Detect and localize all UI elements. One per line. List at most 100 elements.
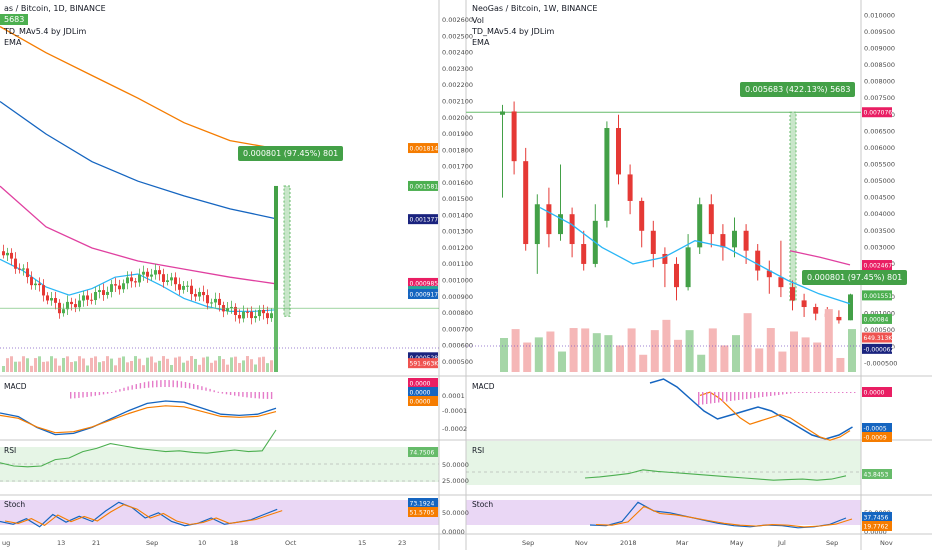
- left-candle: [150, 274, 153, 277]
- left-volume-bar: [250, 359, 253, 372]
- left-price-tag: 0.001581: [410, 183, 439, 190]
- left-volume-bar: [126, 362, 129, 372]
- left-candle: [42, 285, 45, 296]
- left-price-tag: 0.001377: [410, 217, 439, 224]
- right-macd-histogram-bar: [798, 392, 800, 393]
- right-macd-histogram-bar: [762, 392, 764, 397]
- left-volume-bar: [110, 358, 113, 372]
- left-volume-bar: [30, 365, 33, 372]
- left-macd-histogram-bar: [184, 382, 187, 389]
- left-short-ma-line: [0, 258, 277, 312]
- right-candle: [558, 214, 563, 235]
- left-candle: [86, 295, 89, 300]
- right-volume-bar: [778, 351, 787, 372]
- left-candle: [258, 309, 261, 317]
- right-volume-bar: [534, 337, 543, 372]
- left-price-tick: 0.001300: [442, 228, 473, 236]
- right-candle: [790, 287, 795, 301]
- right-macd-histogram-bar: [786, 392, 788, 394]
- left-volume-bar: [10, 356, 13, 372]
- left-candle: [210, 302, 213, 304]
- left-price-tick: 0.002100: [442, 98, 473, 106]
- right-macd-histogram-bar: [722, 392, 724, 402]
- left-volume-bar: [214, 360, 217, 372]
- left-price-tick: 0.001200: [442, 244, 473, 252]
- left-stoch-tag: 51.5705: [410, 510, 435, 517]
- left-price-tag-bg: [408, 358, 438, 369]
- right-volume-bar: [708, 328, 717, 372]
- right-stoch-title: Stoch: [472, 500, 494, 509]
- left-volume-bar: [138, 358, 141, 372]
- left-candle: [38, 283, 41, 286]
- left-price-tick: 0.001600: [442, 179, 473, 187]
- right-stoch-tag-bg: [862, 521, 892, 531]
- right-macd-histogram-bar: [742, 392, 744, 400]
- right-indicator-ema: EMA: [472, 38, 490, 47]
- left-volume-bar: [166, 358, 169, 372]
- left-volume-bar: [142, 365, 145, 372]
- left-candle: [78, 300, 81, 308]
- left-final-candle: [274, 185, 278, 317]
- left-price-tick: 0.000900: [442, 293, 473, 301]
- left-macd-histogram-bar: [127, 386, 129, 391]
- left-volume-bar: [162, 356, 165, 372]
- right-measure-label-top: 0.005683 (422.13%) 5683: [740, 82, 856, 97]
- left-candle: [202, 291, 205, 296]
- left-measure-label: 0.000801 (97.45%) 801: [238, 146, 344, 161]
- left-volume-bar: [102, 361, 105, 372]
- left-volume-bar: [82, 358, 85, 372]
- left-price-tick: 0.000800: [442, 309, 473, 317]
- left-macd-histogram-bar: [78, 392, 80, 398]
- left-title-text: as / Bitcoin, 1D, BINANCE: [4, 4, 106, 13]
- left-volume-bar: [22, 356, 25, 372]
- left-macd-histogram-bar: [123, 387, 125, 391]
- left-candle: [218, 298, 221, 306]
- right-price-tag: 0.007076: [864, 110, 893, 117]
- left-volume-bar: [42, 361, 45, 372]
- left-volume-bar: [58, 365, 61, 372]
- left-price-tick: 0.001500: [442, 195, 473, 203]
- left-indicator-1: TD_MAv5.4 by JDLim: [4, 27, 87, 36]
- left-candle: [194, 294, 197, 297]
- right-macd-histogram-bar: [702, 392, 704, 405]
- right-volume-bar: [592, 333, 601, 372]
- right-candle: [511, 111, 517, 162]
- left-macd-histogram-bar: [258, 392, 260, 399]
- left-price-tag: 591.963K: [410, 361, 440, 368]
- left-candle: [262, 309, 265, 314]
- left-ema-pink-line: [0, 185, 277, 285]
- left-macd-tick: -0.0001: [442, 407, 467, 415]
- left-macd-histogram-bar: [246, 392, 248, 398]
- right-volume-bar: [674, 339, 682, 372]
- right-price-tag: -0.000062: [864, 346, 895, 353]
- left-volume-bar: [114, 365, 117, 372]
- right-macd-histogram-bar: [750, 392, 752, 399]
- left-price-tag: 0.001814: [410, 146, 439, 153]
- left-candle: [234, 306, 237, 315]
- right-macd-histogram-bar: [778, 392, 780, 395]
- right-candle: [546, 204, 552, 235]
- right-price-tag: 649.313K: [864, 335, 894, 342]
- left-price-tick: 0.001100: [442, 260, 473, 268]
- right-date-tick: Nov: [575, 539, 588, 547]
- right-volume-bar: [685, 330, 694, 372]
- left-macd-histogram-bar: [94, 392, 96, 396]
- right-macd-histogram-bar: [822, 392, 824, 393]
- right-macd-signal: [699, 391, 851, 441]
- right-volume-bar: [604, 335, 613, 372]
- left-macd-histogram-bar: [262, 392, 265, 399]
- left-volume-bar: [34, 358, 37, 372]
- right-volume-bar: [732, 335, 740, 372]
- right-macd-histogram-bar: [790, 392, 792, 394]
- left-volume-bar: [242, 360, 245, 372]
- left-macd-histogram-bar: [135, 384, 137, 390]
- left-price-tick: 0.000700: [442, 325, 473, 333]
- right-rsi-line: [584, 469, 847, 481]
- left-macd-histogram-bar: [254, 392, 256, 399]
- left-macd-tag-bg: [408, 387, 438, 397]
- right-price-tag-bg: [862, 332, 892, 343]
- right-candle: [639, 200, 645, 231]
- left-volume-bar: [270, 360, 273, 372]
- left-volume-bar: [66, 356, 69, 372]
- right-price-tick: 0.008000: [864, 78, 895, 86]
